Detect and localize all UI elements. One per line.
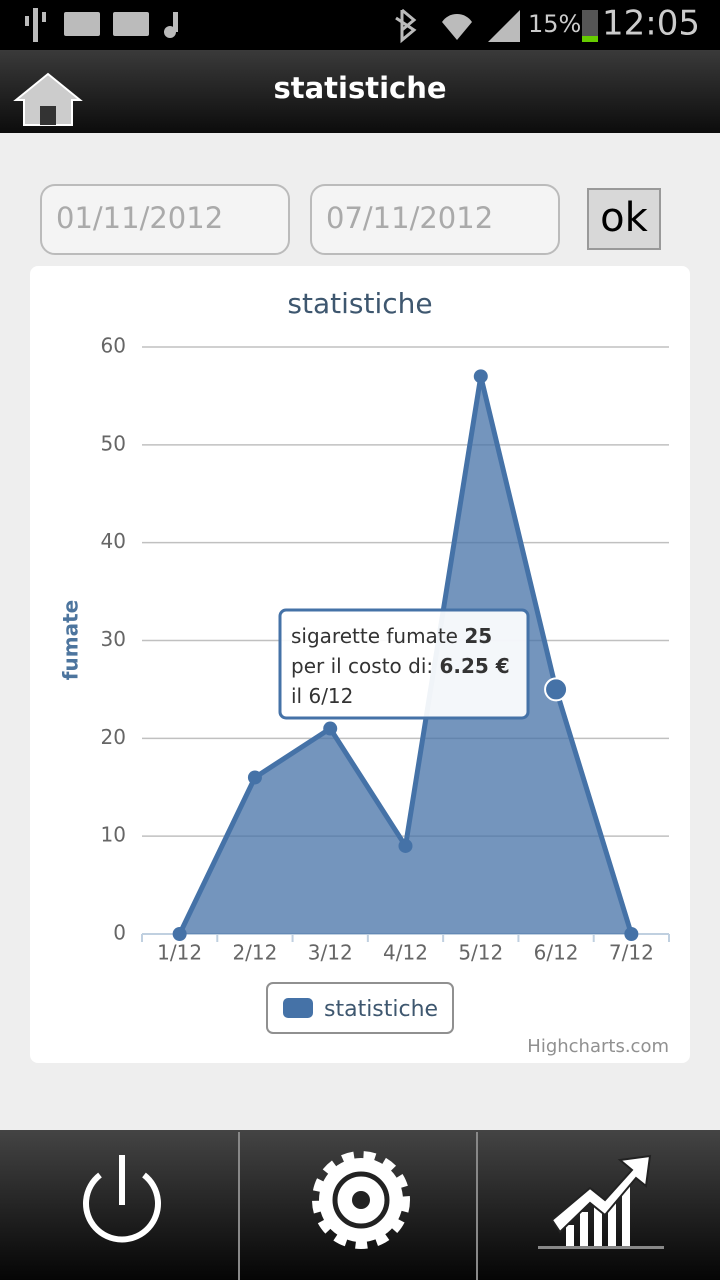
plot: 0 10 20 30 40 50 60 1/12 2/12 3/12 4/12 5/12 6/12 7/1… [101,334,670,1034]
tooltip-box [278,608,530,720]
data-point [323,721,338,736]
data-point [172,927,187,941]
tooltip-text: sigarette fumate [291,624,458,648]
chart-title: statistiche [287,287,432,320]
data-point [247,770,262,785]
credits: Highcharts.com [527,1036,669,1057]
y-tick-label: 30 [101,627,126,651]
ok-label: ok [600,195,648,241]
data-point [544,677,569,702]
tooltip-text: il 6/12 [291,684,353,708]
legend-swatch [283,998,313,1018]
area-fill [179,376,632,935]
clock: 12:05 [602,4,700,44]
settings-button[interactable] [312,1151,410,1249]
y-axis-title: fumate [59,600,83,680]
x-tick-label: 7/12 [609,941,654,965]
data-point [473,369,488,384]
legend-label: statistiche [324,997,438,1022]
tooltip-text: per il costo di: [291,654,433,678]
date-from-input[interactable] [40,184,290,255]
y-tick-label: 0 [113,921,126,945]
x-tick-label: 2/12 [232,941,277,965]
tooltip-line: sigarette fumate 25 [291,624,492,648]
x-tick-label: 1/12 [157,941,202,965]
tooltip-line: il 6/12 [291,684,353,708]
battery-level: 15% [528,10,581,38]
y-tick-label: 10 [101,823,126,847]
x-tick-label: 6/12 [534,941,579,965]
tooltip: sigarette fumate 25 per il costo di: 6.2… [278,608,530,720]
statistics-button[interactable] [538,1154,664,1249]
y-tick-label: 40 [101,529,126,553]
date-to-text: 07/11/2012 [326,201,493,235]
header-title: statistiche [273,71,446,105]
home-button[interactable] [13,72,83,126]
legend: statistiche [266,982,454,1034]
tooltip-text: 25 [464,624,492,648]
legend-box [266,982,454,1034]
app-header [0,50,720,133]
status-icons [25,8,598,44]
ok-button[interactable] [587,188,661,250]
date-from-text: 01/11/2012 [56,201,223,235]
x-tick-label: 5/12 [458,941,503,965]
y-tick-label: 20 [101,725,126,749]
x-tick-label: 4/12 [383,941,428,965]
data-point [624,927,639,941]
power-button[interactable] [83,1155,161,1243]
tooltip-line: per il costo di: 6.25 € [291,654,510,678]
y-tick-label: 60 [101,334,126,358]
tooltip-text: 6.25 € [440,654,510,678]
y-tick-label: 50 [101,431,126,455]
date-to-input[interactable] [310,184,560,255]
data-point [398,838,413,853]
x-tick-label: 3/12 [308,941,353,965]
